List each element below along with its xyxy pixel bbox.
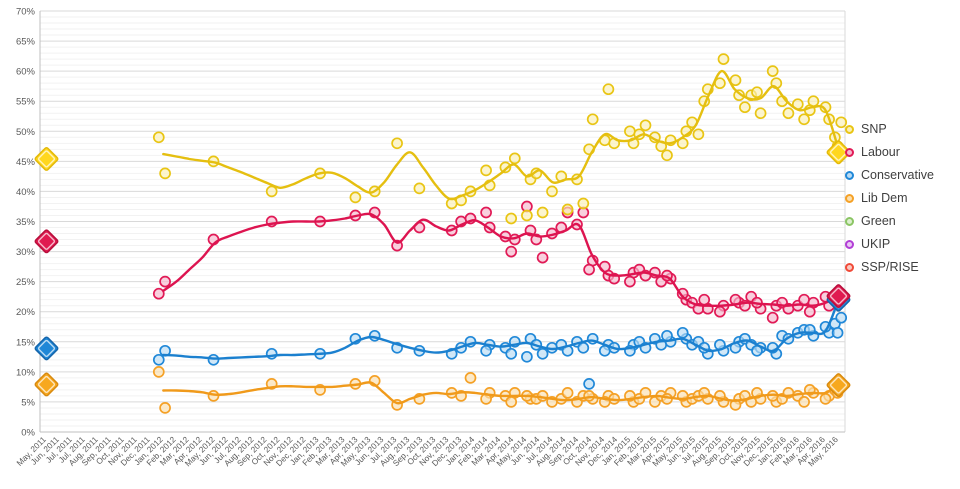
legend-item-snp: SNP [845, 120, 960, 138]
svg-text:0%: 0% [21, 428, 35, 439]
svg-text:15%: 15% [16, 337, 36, 348]
series-labour-points [152, 200, 848, 324]
series-conservative-trend [162, 298, 840, 360]
green-marker-icon [845, 216, 854, 226]
svg-text:25%: 25% [16, 277, 36, 288]
legend-label: SNP [861, 122, 887, 136]
series-snp-points [152, 53, 848, 225]
ukip-marker-icon [845, 239, 854, 249]
legend-label: Conservative [861, 168, 934, 182]
series-snp-trend [162, 69, 840, 201]
conservative-marker-icon [845, 170, 854, 180]
svg-text:20%: 20% [16, 307, 36, 318]
svg-text:45%: 45% [16, 157, 36, 168]
legend-label: SSP/RISE [861, 260, 919, 274]
legend-label: UKIP [861, 237, 891, 251]
libdem-marker-icon [845, 193, 854, 203]
legend: SNP Labour Conservative Lib Dem Green UK… [845, 120, 960, 276]
legend-item-conservative: Conservative [845, 166, 960, 184]
svg-text:65%: 65% [16, 37, 36, 48]
legend-item-green: Green [845, 212, 960, 230]
labour-marker-icon [845, 147, 854, 157]
series-labour-trend [162, 212, 840, 308]
svg-text:70%: 70% [16, 7, 36, 18]
legend-label: Lib Dem [861, 191, 908, 205]
svg-text:60%: 60% [16, 67, 36, 78]
svg-text:55%: 55% [16, 97, 36, 108]
svg-text:30%: 30% [16, 247, 36, 258]
ssp-marker-icon [845, 262, 854, 272]
svg-text:40%: 40% [16, 187, 36, 198]
svg-text:50%: 50% [16, 127, 36, 138]
election-result-markers [34, 140, 851, 398]
y-axis-labels: 0% 5% 10% 15% 20% 25% 30% 35% 40% 45% 50% 55% 60% 65%… [16, 7, 36, 439]
legend-item-labour: Labour [845, 143, 960, 161]
legend-item-ssp: SSP/RISE [845, 258, 960, 276]
legend-item-ukip: UKIP [845, 235, 960, 253]
snp-marker-icon [845, 124, 854, 134]
legend-item-libdem: Lib Dem [845, 189, 960, 207]
svg-text:10%: 10% [16, 367, 36, 378]
svg-text:35%: 35% [16, 217, 36, 228]
legend-label: Green [861, 214, 896, 228]
svg-text:5%: 5% [21, 397, 35, 408]
series-lib-dem-trend [162, 381, 840, 405]
legend-label: Labour [861, 145, 900, 159]
